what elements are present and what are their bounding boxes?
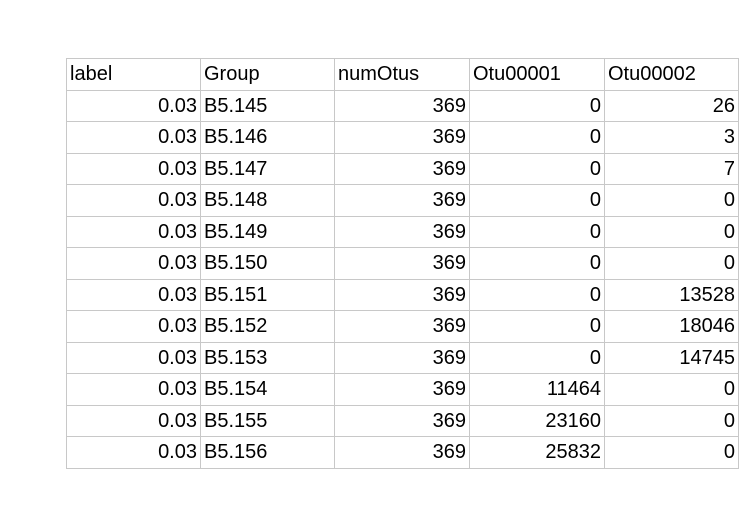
- cell-group[interactable]: B5.146: [200, 121, 335, 154]
- cell-numotus[interactable]: 369: [334, 404, 470, 437]
- table-row: 0.03 B5.148 369 0 0: [66, 184, 739, 217]
- header-cell-label[interactable]: label: [66, 58, 201, 91]
- cell-group[interactable]: B5.154: [200, 373, 335, 406]
- cell-otu00001[interactable]: 0: [469, 341, 605, 374]
- cell-otu00002[interactable]: 26: [604, 89, 739, 122]
- table-row: 0.03 B5.155 369 23160 0: [66, 404, 739, 437]
- cell-otu00001[interactable]: 0: [469, 310, 605, 343]
- cell-label[interactable]: 0.03: [66, 89, 201, 122]
- cell-otu00002[interactable]: 0: [604, 404, 739, 437]
- table-row: 0.03 B5.152 369 0 18046: [66, 310, 739, 343]
- cell-numotus[interactable]: 369: [334, 89, 470, 122]
- cell-label[interactable]: 0.03: [66, 278, 201, 311]
- table-row: 0.03 B5.154 369 11464 0: [66, 373, 739, 406]
- cell-numotus[interactable]: 369: [334, 215, 470, 248]
- cell-numotus[interactable]: 369: [334, 341, 470, 374]
- cell-label[interactable]: 0.03: [66, 436, 201, 469]
- cell-numotus[interactable]: 369: [334, 121, 470, 154]
- cell-otu00002[interactable]: 0: [604, 373, 739, 406]
- cell-label[interactable]: 0.03: [66, 404, 201, 437]
- cell-numotus[interactable]: 369: [334, 184, 470, 217]
- cell-group[interactable]: B5.155: [200, 404, 335, 437]
- cell-group[interactable]: B5.145: [200, 89, 335, 122]
- cell-numotus[interactable]: 369: [334, 152, 470, 185]
- cell-otu00002[interactable]: 7: [604, 152, 739, 185]
- cell-otu00001[interactable]: 11464: [469, 373, 605, 406]
- cell-group[interactable]: B5.147: [200, 152, 335, 185]
- cell-numotus[interactable]: 369: [334, 373, 470, 406]
- cell-otu00002[interactable]: 13528: [604, 278, 739, 311]
- cell-otu00001[interactable]: 25832: [469, 436, 605, 469]
- cell-otu00001[interactable]: 0: [469, 247, 605, 280]
- cell-otu00002[interactable]: 18046: [604, 310, 739, 343]
- cell-otu00001[interactable]: 0: [469, 184, 605, 217]
- table-row: 0.03 B5.149 369 0 0: [66, 215, 739, 248]
- cell-group[interactable]: B5.151: [200, 278, 335, 311]
- cell-otu00001[interactable]: 0: [469, 215, 605, 248]
- cell-group[interactable]: B5.153: [200, 341, 335, 374]
- cell-label[interactable]: 0.03: [66, 373, 201, 406]
- table-row: 0.03 B5.156 369 25832 0: [66, 436, 739, 469]
- header-cell-otu00002[interactable]: Otu00002: [604, 58, 739, 91]
- cell-group[interactable]: B5.149: [200, 215, 335, 248]
- cell-label[interactable]: 0.03: [66, 121, 201, 154]
- cell-group[interactable]: B5.148: [200, 184, 335, 217]
- cell-label[interactable]: 0.03: [66, 184, 201, 217]
- table-row: 0.03 B5.145 369 0 26: [66, 89, 739, 122]
- table-row: 0.03 B5.147 369 0 7: [66, 152, 739, 185]
- spreadsheet-table: label Group numOtus Otu00001 Otu00002 0.…: [66, 58, 739, 469]
- header-row: label Group numOtus Otu00001 Otu00002: [66, 58, 739, 91]
- cell-otu00001[interactable]: 0: [469, 152, 605, 185]
- cell-numotus[interactable]: 369: [334, 436, 470, 469]
- cell-group[interactable]: B5.156: [200, 436, 335, 469]
- table-row: 0.03 B5.151 369 0 13528: [66, 278, 739, 311]
- cell-group[interactable]: B5.152: [200, 310, 335, 343]
- table-row: 0.03 B5.150 369 0 0: [66, 247, 739, 280]
- table-row: 0.03 B5.146 369 0 3: [66, 121, 739, 154]
- spreadsheet-body: label Group numOtus Otu00001 Otu00002 0.…: [66, 58, 739, 469]
- cell-label[interactable]: 0.03: [66, 152, 201, 185]
- cell-otu00002[interactable]: 14745: [604, 341, 739, 374]
- cell-otu00002[interactable]: 0: [604, 247, 739, 280]
- header-cell-numotus[interactable]: numOtus: [334, 58, 470, 91]
- cell-otu00001[interactable]: 23160: [469, 404, 605, 437]
- cell-otu00002[interactable]: 0: [604, 184, 739, 217]
- header-cell-group[interactable]: Group: [200, 58, 335, 91]
- cell-otu00001[interactable]: 0: [469, 89, 605, 122]
- cell-otu00002[interactable]: 0: [604, 436, 739, 469]
- cell-numotus[interactable]: 369: [334, 247, 470, 280]
- cell-label[interactable]: 0.03: [66, 310, 201, 343]
- cell-otu00002[interactable]: 0: [604, 215, 739, 248]
- cell-label[interactable]: 0.03: [66, 215, 201, 248]
- cell-group[interactable]: B5.150: [200, 247, 335, 280]
- cell-otu00002[interactable]: 3: [604, 121, 739, 154]
- header-cell-otu00001[interactable]: Otu00001: [469, 58, 605, 91]
- cell-otu00001[interactable]: 0: [469, 121, 605, 154]
- cell-numotus[interactable]: 369: [334, 310, 470, 343]
- cell-label[interactable]: 0.03: [66, 247, 201, 280]
- cell-label[interactable]: 0.03: [66, 341, 201, 374]
- cell-numotus[interactable]: 369: [334, 278, 470, 311]
- table-row: 0.03 B5.153 369 0 14745: [66, 341, 739, 374]
- cell-otu00001[interactable]: 0: [469, 278, 605, 311]
